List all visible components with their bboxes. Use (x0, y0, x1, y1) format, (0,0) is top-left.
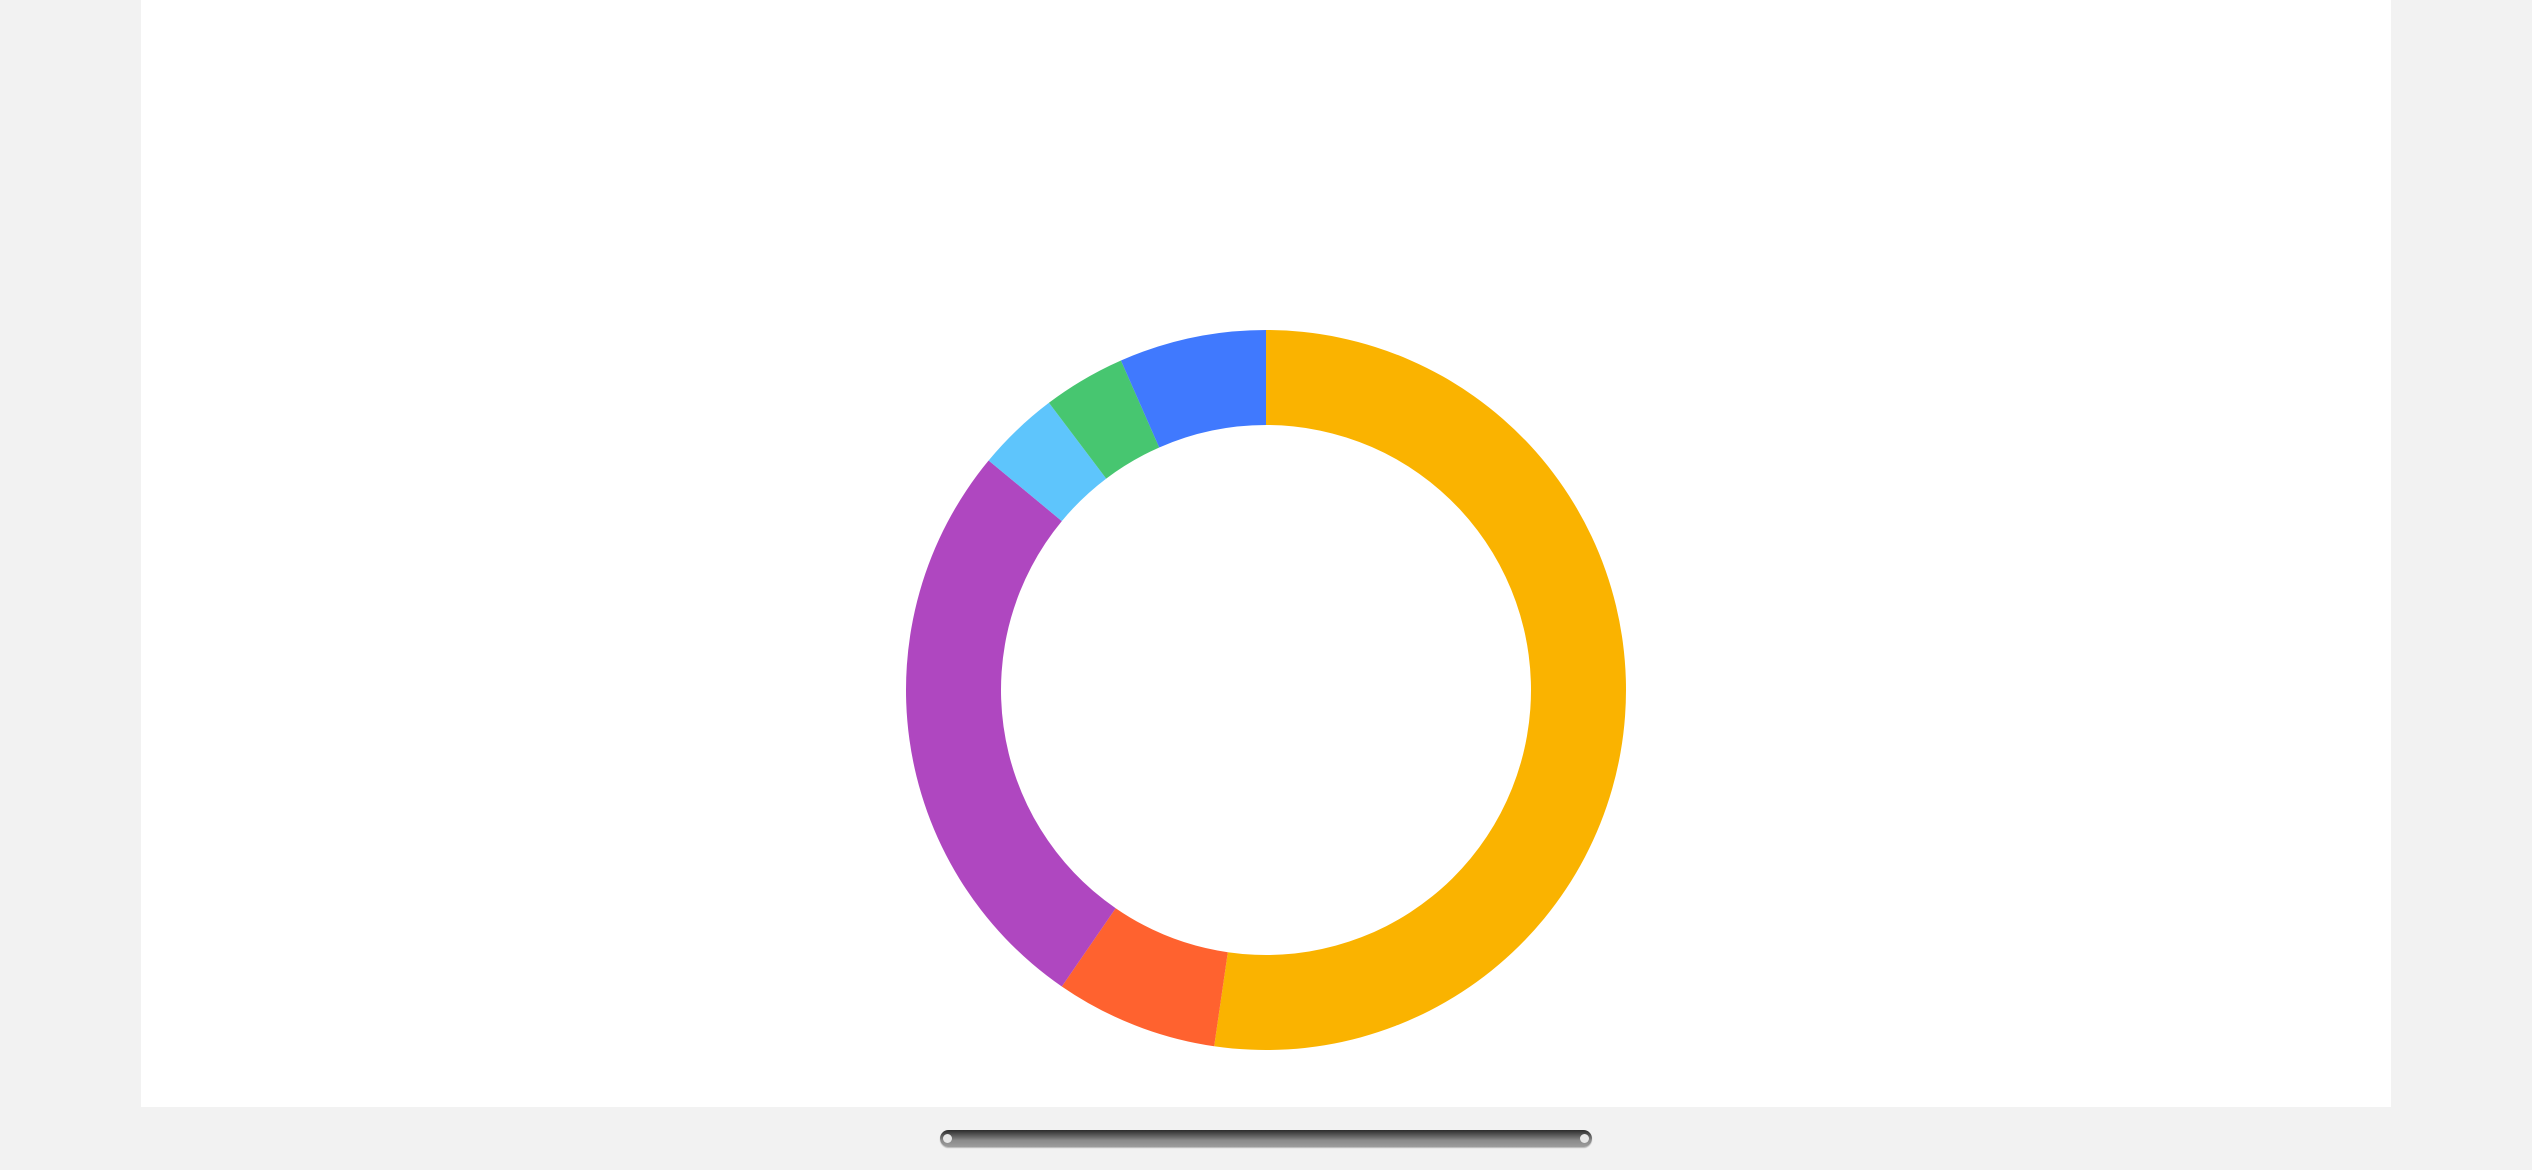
donut-slice-6[interactable] (1120, 330, 1266, 448)
horizontal-scrollbar[interactable] (940, 1130, 1592, 1147)
donut-slice-4[interactable] (988, 402, 1107, 522)
donut-slices (906, 330, 1627, 1050)
donut-slice-3[interactable] (906, 460, 1116, 987)
donut-chart (906, 330, 1627, 1050)
donut-slice-1[interactable] (1214, 330, 1627, 1050)
donut-slice-2[interactable] (1061, 908, 1228, 1047)
chart-panel (141, 0, 2391, 1107)
scrollbar-thumb[interactable] (940, 1130, 1592, 1147)
donut-slice-5[interactable] (1048, 360, 1160, 479)
